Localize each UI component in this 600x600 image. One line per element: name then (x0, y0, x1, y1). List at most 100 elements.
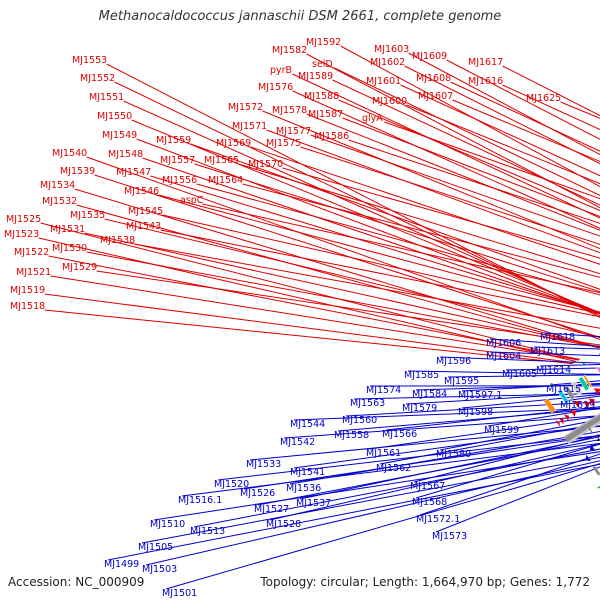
gene-label-forward[interactable]: MJ1565 (204, 155, 239, 166)
gene-label-forward[interactable]: MJ1559 (156, 135, 191, 146)
gene-label-reverse[interactable]: MJ1580 (436, 449, 471, 460)
gene-label-forward[interactable]: MJ1588 (304, 91, 339, 102)
gene-label-forward[interactable]: MJ1571 (232, 121, 267, 132)
gene-label-reverse[interactable]: MJ1510 (150, 519, 185, 530)
gene-label-reverse[interactable]: MJ1598 (458, 407, 493, 418)
gene-label-forward[interactable]: MJ1525 (6, 214, 41, 225)
gene-label-reverse[interactable]: MJ1605 (502, 369, 537, 380)
gene-label-reverse[interactable]: MJ1505 (138, 542, 173, 553)
gene-label-forward[interactable]: MJ1603 (374, 44, 409, 55)
gene-label-forward[interactable]: MJ1549 (102, 130, 137, 141)
gene-label-reverse[interactable]: MJ1585 (404, 370, 439, 381)
gene-label-forward[interactable]: MJ1625 (526, 93, 561, 104)
gene-label-forward[interactable]: MJ1572 (228, 102, 263, 113)
gene-label-reverse[interactable]: MJ1520 (214, 479, 249, 490)
gene-label-forward[interactable]: MJ1531 (50, 224, 85, 235)
gene-label-forward[interactable]: MJ1586 (314, 131, 349, 142)
gene-label-reverse[interactable]: MJ1595 (444, 376, 479, 387)
gene-label-reverse[interactable]: MJ1537 (296, 498, 331, 509)
gene-label-forward[interactable]: MJ1570 (248, 159, 283, 170)
gene-label-reverse[interactable]: MJ1599 (484, 425, 519, 436)
gene-label-forward[interactable]: MJ1530 (52, 243, 87, 254)
gene-label-forward[interactable]: MJ1545 (128, 206, 163, 217)
gene-label-forward[interactable]: MJ1553 (72, 55, 107, 66)
gene-label-reverse[interactable]: MJ1544 (290, 419, 325, 430)
gene-label-forward[interactable]: MJ1609 (412, 51, 447, 62)
gene-label-forward[interactable]: MJ1608 (416, 73, 451, 84)
gene-label-forward[interactable]: MJ1564 (208, 175, 243, 186)
gene-label-reverse[interactable]: MJ1579 (402, 403, 437, 414)
gene-label-reverse[interactable]: MJ1562 (376, 463, 411, 474)
gene-label-reverse[interactable]: MJ1499 (104, 559, 139, 570)
gene-label-forward[interactable]: glyA (362, 113, 383, 124)
gene-label-reverse[interactable]: MJ1533 (246, 459, 281, 470)
gene-label-forward[interactable]: MJ1582 (272, 45, 307, 56)
gene-label-forward[interactable]: MJ1534 (40, 180, 75, 191)
gene-label-forward[interactable]: MJ1577 (276, 126, 311, 137)
gene-label-forward[interactable]: selD (312, 59, 333, 70)
gene-label-reverse[interactable]: MJ1528 (266, 519, 301, 530)
gene-label-reverse[interactable]: MJ1613 (530, 346, 565, 357)
gene-label-forward[interactable]: MJ1547 (116, 167, 151, 178)
gene-label-reverse[interactable]: MJ1542 (280, 437, 315, 448)
gene-label-forward[interactable]: MJ1529 (62, 262, 97, 273)
gene-label-forward[interactable]: MJ1548 (108, 149, 143, 160)
gene-label-forward[interactable]: MJ1521 (16, 267, 51, 278)
gene-label-forward[interactable]: MJ1552 (80, 73, 115, 84)
gene-label-forward[interactable]: MJ1616 (468, 76, 503, 87)
gene-label-forward[interactable]: pyrB (270, 65, 292, 76)
gene-label-forward[interactable]: MJ1523 (4, 229, 39, 240)
gene-label-forward[interactable]: MJ1543 (126, 221, 161, 232)
gene-label-forward[interactable]: MJ1576 (258, 82, 293, 93)
gene-label-reverse[interactable]: MJ1501 (162, 588, 197, 599)
gene-label-forward[interactable]: MJ1600 (372, 96, 407, 107)
gene-label-forward[interactable]: MJ1602 (370, 57, 405, 68)
gene-label-reverse[interactable]: MJ1574 (366, 385, 401, 396)
gene-label-reverse[interactable]: MJ1536 (286, 483, 321, 494)
gene-label-reverse[interactable]: MJ1527 (254, 504, 289, 515)
gene-label-reverse[interactable]: MJ1572.1 (416, 514, 460, 525)
gene-label-forward[interactable]: MJ1535 (70, 210, 105, 221)
gene-label-reverse[interactable]: MJ1513 (190, 526, 225, 537)
gene-label-forward[interactable]: MJ1601 (366, 76, 401, 87)
gene-label-forward[interactable]: MJ1578 (272, 105, 307, 116)
gene-label-forward[interactable]: MJ1546 (124, 186, 159, 197)
gene-label-forward[interactable]: MJ1550 (97, 111, 132, 122)
gene-label-forward[interactable]: MJ1519 (10, 285, 45, 296)
gene-label-forward[interactable]: MJ1607 (418, 91, 453, 102)
gene-label-reverse[interactable]: MJ1606 (486, 338, 521, 349)
gene-label-forward[interactable]: MJ1556 (162, 175, 197, 186)
gene-label-reverse[interactable]: MJ1584 (412, 389, 447, 400)
gene-label-reverse[interactable]: MJ1615 (546, 384, 581, 395)
gene-label-forward[interactable]: MJ1532 (42, 196, 77, 207)
gene-label-forward[interactable]: MJ1575 (266, 138, 301, 149)
gene-label-reverse[interactable]: MJ1560 (342, 415, 377, 426)
gene-label-reverse[interactable]: MJ1503 (142, 564, 177, 575)
gene-label-reverse[interactable]: MJ1558 (334, 430, 369, 441)
gene-label-reverse[interactable]: MJ1614 (536, 365, 571, 376)
gene-label-reverse[interactable]: MJ1597.1 (458, 390, 502, 401)
gene-label-forward[interactable]: MJ1587 (308, 109, 343, 120)
gene-label-forward[interactable]: MJ1522 (14, 247, 49, 258)
gene-label-forward[interactable]: MJ1539 (60, 166, 95, 177)
gene-label-forward[interactable]: MJ1557 (160, 155, 195, 166)
gene-label-reverse[interactable]: MJ1573 (432, 531, 467, 542)
gene-label-reverse[interactable]: MJ1604 (486, 351, 521, 362)
gene-label-forward[interactable]: MJ1589 (298, 71, 333, 82)
gene-label-forward[interactable]: MJ1617 (468, 57, 503, 68)
gene-label-reverse[interactable]: MJ1563 (350, 398, 385, 409)
gene-label-reverse[interactable]: MJ1596 (436, 356, 471, 367)
gene-label-reverse[interactable]: MJ1516.1 (178, 495, 222, 506)
gene-label-forward[interactable]: MJ1538 (100, 235, 135, 246)
gene-label-reverse[interactable]: MJ1619 (560, 400, 595, 411)
gene-label-reverse[interactable]: MJ1561 (366, 448, 401, 459)
gene-label-reverse[interactable]: MJ1541 (290, 467, 325, 478)
gene-label-reverse[interactable]: MJ1568 (412, 497, 447, 508)
gene-label-reverse[interactable]: MJ1566 (382, 429, 417, 440)
gene-label-forward[interactable]: MJ1551 (89, 92, 124, 103)
gene-label-reverse[interactable]: MJ1567 (410, 481, 445, 492)
gene-label-forward[interactable]: MJ1540 (52, 148, 87, 159)
gene-label-forward[interactable]: aspC (180, 195, 204, 206)
gene-label-forward[interactable]: MJ1592 (306, 37, 341, 48)
gene-label-forward[interactable]: MJ1518 (10, 301, 45, 312)
